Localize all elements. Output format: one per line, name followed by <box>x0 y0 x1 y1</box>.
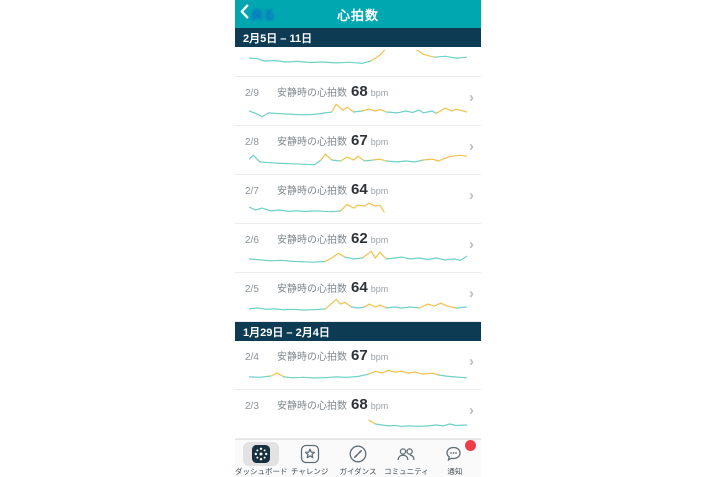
row-date: 2/5 <box>245 284 259 295</box>
row-label: 安静時の心拍数 <box>277 284 347 295</box>
sparkline-chart <box>249 149 467 171</box>
tab-label: チャレンジ <box>290 467 329 476</box>
sparkline-chart <box>249 296 467 318</box>
row-label: 安静時の心拍数 <box>277 137 347 148</box>
row-date: 2/7 <box>245 186 259 197</box>
sparkline-chart <box>249 413 467 435</box>
row-text: 2/9 安静時の心拍数 68 bpm <box>235 77 481 99</box>
row-unit: bpm <box>370 235 389 245</box>
sparkline-chart <box>249 247 467 269</box>
tab-item-community-people[interactable]: コミュニティ <box>382 440 430 477</box>
tab-item-dashboard[interactable]: ダッシュボード <box>235 440 288 477</box>
sparkline-chart <box>249 364 467 386</box>
back-label: 戻る <box>251 7 276 22</box>
heart-rate-row[interactable]: 2/8 安静時の心拍数 67 bpm › <box>235 126 481 175</box>
app-header: 戻る 心拍数 <box>235 0 481 28</box>
row-unit: bpm <box>370 88 389 98</box>
row-unit: bpm <box>370 401 389 411</box>
heart-rate-row[interactable]: 2/3 安静時の心拍数 68 bpm › <box>235 390 481 439</box>
heart-rate-row[interactable]: 2/7 安静時の心拍数 64 bpm › <box>235 175 481 224</box>
row-label: 安静時の心拍数 <box>277 88 347 99</box>
sparkline-chart <box>249 100 467 122</box>
row-text: 2/7 安静時の心拍数 64 bpm <box>235 175 481 197</box>
section-rows: › 2/9 安静時の心拍数 68 bpm › 2/8 安静時の心拍数 67 bp… <box>235 50 481 322</box>
heart-rate-list: 2月5日 – 11日 › 2/9 安静時の心拍数 68 bpm › 2/8 安静… <box>235 28 481 439</box>
guidance-compass-icon <box>340 442 376 466</box>
row-unit: bpm <box>370 186 389 196</box>
row-date: 2/9 <box>245 88 259 99</box>
page-title: 心拍数 <box>336 7 379 23</box>
notifications-bubble-icon <box>436 440 476 466</box>
row-value: 68 <box>351 396 368 413</box>
section-range: 2月5日 – 11日 <box>243 32 313 45</box>
challenge-star-icon <box>292 442 328 466</box>
tab-label: 通知 <box>447 467 463 476</box>
row-value: 67 <box>351 347 368 364</box>
tab-item-notifications-bubble[interactable]: 通知 <box>431 440 479 477</box>
row-label: 安静時の心拍数 <box>277 235 347 246</box>
row-date: 2/8 <box>245 137 259 148</box>
row-value: 62 <box>351 230 368 247</box>
row-date: 2/3 <box>245 401 259 412</box>
notification-badge <box>464 440 476 451</box>
row-value: 64 <box>351 181 368 198</box>
sparkline-chart <box>249 198 467 220</box>
community-people-icon <box>387 442 425 466</box>
row-text: 2/4 安静時の心拍数 67 bpm <box>235 341 481 363</box>
back-button[interactable]: 戻る <box>240 0 275 28</box>
section-range: 1月29日 – 2月4日 <box>243 326 330 339</box>
row-unit: bpm <box>370 352 389 362</box>
row-value: 68 <box>351 83 368 100</box>
tab-label: ガイダンス <box>339 467 377 476</box>
heart-rate-row[interactable]: 2/5 安静時の心拍数 64 bpm › <box>235 273 481 322</box>
section-header: 1月29日 – 2月4日 <box>235 322 481 341</box>
back-chevron-icon <box>240 4 249 24</box>
row-date: 2/6 <box>245 235 259 246</box>
row-unit: bpm <box>370 137 389 147</box>
section-rows: 2/4 安静時の心拍数 67 bpm › 2/3 安静時の心拍数 68 bpm … <box>235 341 481 439</box>
row-text: 2/3 安静時の心拍数 68 bpm <box>235 390 481 412</box>
row-text: 2/8 安静時の心拍数 67 bpm <box>235 126 481 148</box>
tab-item-challenge-star[interactable]: チャレンジ <box>285 440 333 477</box>
heart-rate-row[interactable]: › <box>235 50 481 77</box>
tab-bar: ダッシュボード チャレンジ ガイダンス コミュニティ 通知 <box>235 439 481 477</box>
row-value: 64 <box>351 279 368 296</box>
row-label: 安静時の心拍数 <box>277 186 347 197</box>
row-label: 安静時の心拍数 <box>277 401 347 412</box>
row-date: 2/4 <box>245 352 259 363</box>
row-text: 2/6 安静時の心拍数 62 bpm <box>235 224 481 246</box>
row-text: 2/5 安静時の心拍数 64 bpm <box>235 273 481 295</box>
tab-item-guidance-compass[interactable]: ガイダンス <box>334 440 382 477</box>
heart-rate-row[interactable]: 2/6 安静時の心拍数 62 bpm › <box>235 224 481 273</box>
sparkline-chart <box>249 50 467 72</box>
row-value: 67 <box>351 132 368 149</box>
tab-label: ダッシュボード <box>235 467 288 476</box>
heart-rate-row[interactable]: 2/4 安静時の心拍数 67 bpm › <box>235 341 481 390</box>
dashboard-icon <box>243 442 280 466</box>
app-screen: 戻る 心拍数 2月5日 – 11日 › 2/9 安静時の心拍数 68 bpm › <box>235 0 481 477</box>
heart-rate-row[interactable]: 2/9 安静時の心拍数 68 bpm › <box>235 77 481 126</box>
row-label: 安静時の心拍数 <box>277 352 347 363</box>
row-unit: bpm <box>370 284 389 294</box>
week-section: 1月29日 – 2月4日 2/4 安静時の心拍数 67 bpm › 2/3 安静… <box>235 322 481 439</box>
section-header: 2月5日 – 11日 <box>235 28 481 47</box>
week-section: 2月5日 – 11日 › 2/9 安静時の心拍数 68 bpm › 2/8 安静… <box>235 28 481 322</box>
tab-label: コミュニティ <box>384 467 429 476</box>
